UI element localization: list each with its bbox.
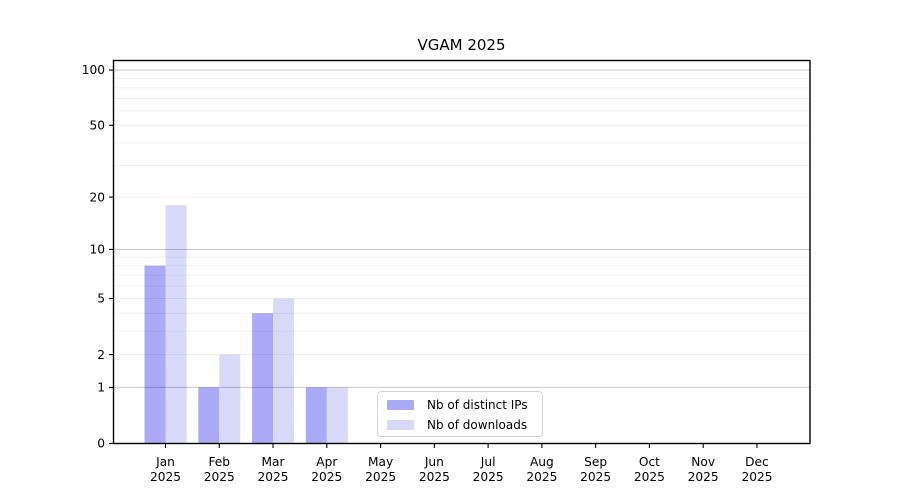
legend-swatch-downloads — [387, 420, 414, 430]
x-tick-label-month-jan: Jan — [155, 455, 175, 469]
y-tick-label-2: 2 — [97, 348, 105, 362]
bar-nb-of-distinct-ips-mar — [252, 313, 274, 444]
x-tick-label-year-jul: 2025 — [473, 470, 504, 484]
chart-title: VGAM 2025 — [417, 36, 506, 54]
bar-nb-of-distinct-ips-feb — [198, 387, 220, 444]
bar-nb-of-distinct-ips-jan — [144, 265, 166, 444]
x-tick-label-year-oct: 2025 — [634, 470, 665, 484]
x-tick-label-month-feb: Feb — [208, 455, 230, 469]
x-tick-label-year-nov: 2025 — [688, 470, 719, 484]
x-tick-label-month-jun: Jun — [424, 455, 444, 469]
x-tick-label-month-mar: Mar — [262, 455, 286, 469]
legend-item-downloads: Nb of downloads — [378, 415, 542, 435]
y-tick-label-5: 5 — [97, 292, 105, 306]
bar-nb-of-downloads-apr — [326, 387, 348, 444]
y-tick-label-20: 20 — [89, 190, 105, 204]
bar-nb-of-downloads-jan — [165, 205, 187, 444]
x-tick-label-year-may: 2025 — [365, 470, 396, 484]
x-tick-label-year-dec: 2025 — [741, 470, 772, 484]
bar-nb-of-distinct-ips-apr — [305, 387, 327, 444]
y-tick-label-100: 100 — [82, 63, 105, 77]
x-tick-label-month-aug: Aug — [530, 455, 554, 469]
x-tick-label-year-feb: 2025 — [204, 470, 235, 484]
y-tick-label-0: 0 — [97, 437, 105, 451]
y-tick-label-10: 10 — [89, 243, 105, 257]
x-tick-label-month-apr: Apr — [316, 455, 338, 469]
legend-swatch-distinct-ips — [387, 400, 414, 410]
y-tick-label-1: 1 — [97, 381, 105, 395]
bar-nb-of-downloads-mar — [273, 298, 295, 444]
x-tick-label-year-jun: 2025 — [419, 470, 450, 484]
legend-box: Nb of distinct IPs Nb of downloads — [377, 391, 543, 437]
x-tick-label-year-apr: 2025 — [311, 470, 342, 484]
x-tick-label-month-may: May — [368, 455, 393, 469]
x-tick-label-month-dec: Dec — [745, 455, 769, 469]
x-tick-label-month-oct: Oct — [639, 455, 660, 469]
legend-label-downloads: Nb of downloads — [427, 418, 528, 432]
y-tick-label-50: 50 — [89, 118, 105, 132]
x-tick-label-year-aug: 2025 — [526, 470, 557, 484]
x-tick-label-year-sep: 2025 — [580, 470, 611, 484]
plot-border — [112, 59, 811, 445]
bar-nb-of-downloads-feb — [219, 354, 241, 444]
x-tick-label-month-sep: Sep — [584, 455, 607, 469]
legend-label-distinct-ips: Nb of distinct IPs — [427, 398, 528, 412]
x-tick-label-year-jan: 2025 — [150, 470, 181, 484]
x-tick-label-year-mar: 2025 — [258, 470, 289, 484]
x-tick-label-month-jul: Jul — [480, 455, 496, 469]
legend-item-distinct-ips: Nb of distinct IPs — [378, 395, 542, 415]
x-tick-label-month-nov: Nov — [691, 455, 715, 469]
